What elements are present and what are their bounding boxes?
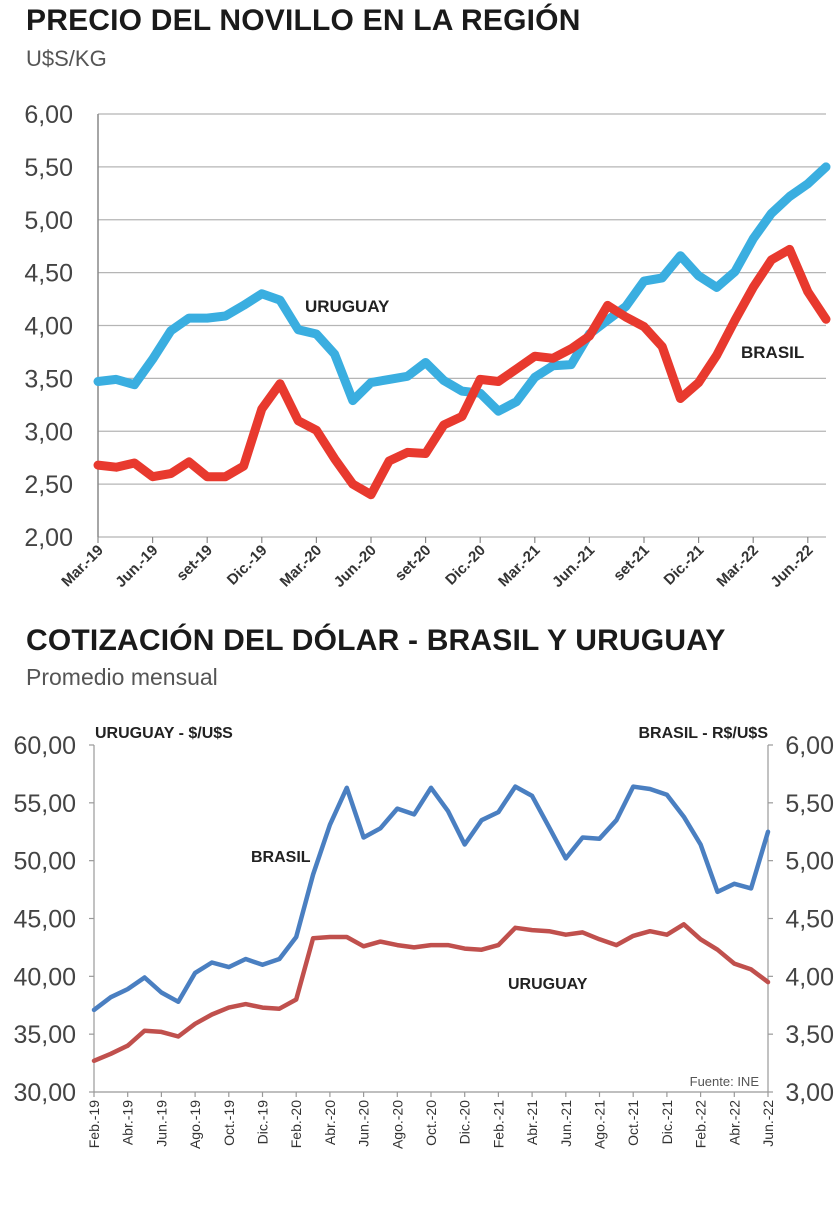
y-tick-label-right: 5,00 [785, 848, 834, 876]
source-note: Fuente: INE [690, 1074, 760, 1089]
x-tick-label: Abr.-19 [120, 1100, 136, 1145]
series-label-brasil: BRASIL [251, 849, 311, 866]
y-tick-label-left: 30,00 [13, 1079, 76, 1107]
x-tick-label: Ago.-19 [187, 1100, 203, 1149]
series-label-uruguay: URUGUAY [305, 297, 390, 316]
y-tick-label-left: 40,00 [13, 963, 76, 991]
chart2-title: COTIZACIÓN DEL DÓLAR - BRASIL Y URUGUAY [26, 624, 726, 657]
y-tick-label-left: 55,00 [13, 790, 76, 818]
x-tick-label: Abr.-21 [524, 1100, 540, 1145]
y-tick-label: 2,50 [24, 471, 73, 499]
y-tick-label: 4,50 [24, 260, 73, 288]
x-tick-label: Feb.-20 [288, 1100, 304, 1148]
y-tick-label: 6,00 [24, 101, 73, 129]
x-tick-label: Oct.-20 [423, 1100, 439, 1146]
chart2-subtitle: Promedio mensual [26, 664, 218, 690]
y-tick-label-right: 4,50 [785, 906, 834, 934]
series-line-brasil [91, 784, 771, 1013]
x-tick-label: Oct.-21 [625, 1100, 641, 1146]
y-tick-label-left: 50,00 [13, 848, 76, 876]
x-tick-label: Jun.-21 [558, 1100, 574, 1147]
y-tick-label: 3,50 [24, 365, 73, 393]
x-tick-label: Feb.-22 [693, 1100, 709, 1148]
x-tick-label: Jun.-22 [760, 1100, 776, 1147]
series-line-uruguay [93, 162, 831, 416]
cattle-price-chart: 2,002,503,003,504,004,505,005,506,00Mar.… [24, 101, 831, 591]
series-line-brasil [93, 244, 831, 500]
y-tick-label: 2,00 [24, 524, 73, 552]
y-tick-label: 5,50 [24, 154, 73, 182]
x-tick-label: Dic.-21 [659, 1100, 675, 1145]
x-tick-label: Feb.-21 [490, 1100, 506, 1148]
x-tick-label: Abr.-22 [726, 1100, 742, 1145]
chart1-unit: U$S/KG [26, 46, 107, 71]
x-tick-label: Oct.-19 [221, 1100, 237, 1146]
right-axis-title: BRASIL - R$/U$S [638, 725, 768, 742]
y-tick-label-left: 35,00 [13, 1021, 76, 1049]
series-label-brasil: BRASIL [741, 343, 804, 362]
x-tick-label: Jun.-19 [153, 1100, 169, 1147]
x-tick-label: Ago.-21 [592, 1100, 608, 1149]
y-tick-label: 3,00 [24, 418, 73, 446]
series-label-uruguay: URUGUAY [508, 976, 588, 993]
y-tick-label-right: 5,50 [785, 790, 834, 818]
y-tick-label-right: 3,50 [785, 1021, 834, 1049]
y-tick-label-right: 4,00 [785, 963, 834, 991]
x-tick-label: Abr.-20 [322, 1100, 338, 1145]
x-tick-label: Feb.-19 [86, 1100, 102, 1148]
y-tick-label: 5,00 [24, 207, 73, 235]
x-tick-label: Dic.-19 [255, 1100, 271, 1145]
series-line-uruguay [91, 922, 771, 1064]
y-tick-label-left: 60,00 [13, 732, 76, 760]
chart1-title: PRECIO DEL NOVILLO EN LA REGIÓN [26, 4, 581, 37]
x-tick-label: Ago.-20 [389, 1100, 405, 1149]
y-tick-label-right: 6,00 [785, 732, 834, 760]
y-tick-label: 4,00 [24, 313, 73, 341]
left-axis-title: URUGUAY - $/U$S [95, 725, 233, 742]
x-tick-label: Dic.-20 [457, 1100, 473, 1145]
x-tick-label: Jun.-20 [356, 1100, 372, 1147]
y-tick-label-right: 3,00 [785, 1079, 834, 1107]
y-tick-label-left: 45,00 [13, 906, 76, 934]
